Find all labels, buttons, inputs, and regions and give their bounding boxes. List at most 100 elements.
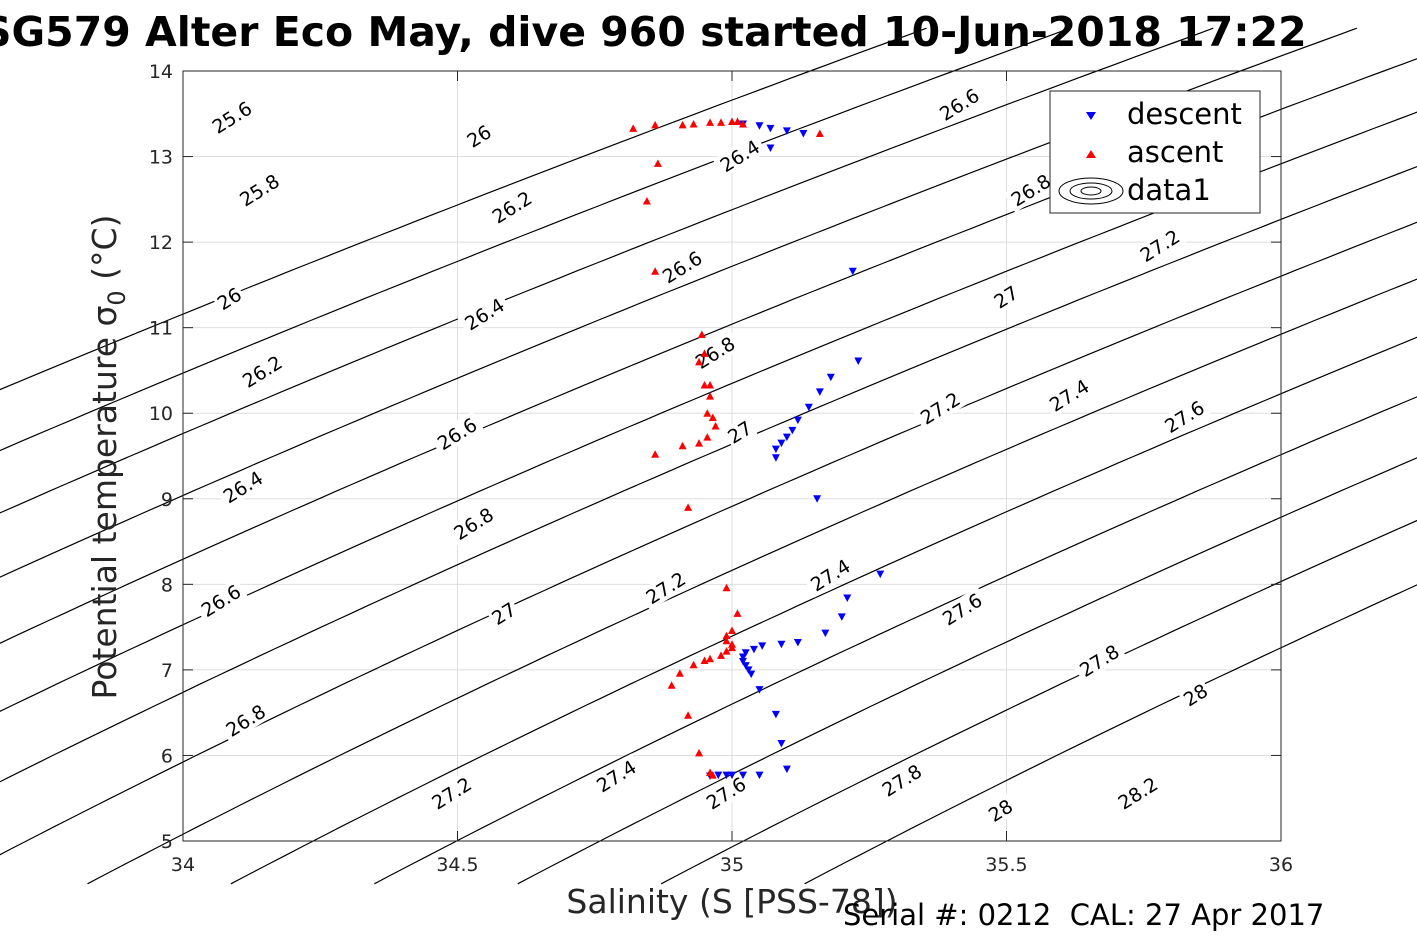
ascent-point: [728, 643, 736, 652]
ascent-point: [703, 433, 712, 441]
contour-label-bg: [982, 793, 1019, 827]
contour-label-bg: [211, 281, 247, 316]
ascent-point: [678, 120, 687, 129]
contour-label-group: 27.6: [935, 586, 990, 632]
descent-point: [722, 771, 731, 780]
ascent-point: [708, 771, 717, 779]
contour-label-bg: [204, 94, 259, 140]
contour-label-group: 27: [988, 280, 1024, 314]
contour-label-bg: [935, 586, 990, 632]
y-axis-label-unit: (°C): [85, 215, 124, 291]
contour-label: 26: [463, 121, 495, 152]
isopycnal-line: [0, 27, 1358, 578]
legend-data1-label: data1: [1127, 173, 1211, 207]
descent-point: [854, 357, 863, 366]
descent-point: [826, 373, 835, 382]
y-tick-label: 11: [149, 318, 173, 340]
contour-label-group: 26.4: [712, 133, 767, 179]
contour-label-bg: [638, 565, 693, 611]
contour-label: 28: [985, 795, 1017, 826]
ascent-point: [722, 636, 731, 645]
contour-label-bg: [461, 119, 497, 153]
contour-label-group: 26.8: [687, 329, 743, 376]
ascent-point: [678, 441, 687, 450]
y-tick-label: 9: [161, 489, 173, 511]
contour-label-group: 27.4: [803, 552, 858, 598]
ascent-point: [722, 583, 731, 592]
contour-label-bg: [988, 280, 1024, 314]
ascent-point: [695, 748, 704, 757]
ascent-point: [738, 120, 747, 128]
isopycnal-line: [0, 27, 1214, 514]
contour-label-bg: [721, 415, 758, 449]
ascent-point: [706, 392, 715, 400]
ascent-series: [629, 117, 824, 779]
ascent-point: [700, 380, 709, 389]
y-axis-label: Potential temperature σ0 (°C): [85, 215, 131, 700]
ascent-point: [711, 422, 720, 430]
contour-label-bg: [1157, 394, 1212, 440]
descent-point: [771, 710, 780, 719]
contour-label-bg: [913, 385, 968, 431]
descent-point: [821, 629, 830, 638]
x-tick-label: 35.5: [985, 854, 1027, 876]
descent-point: [837, 613, 846, 621]
descent-point: [758, 642, 767, 650]
descent-point: [738, 657, 747, 666]
y-tick-label: 6: [161, 745, 173, 767]
descent-point: [813, 495, 822, 503]
ascent-point: [706, 380, 715, 389]
contour-label-group: 26: [211, 281, 247, 316]
descent-point: [714, 771, 723, 780]
legend-ascent-marker: [1086, 150, 1096, 158]
chart-title: SG579 Alter Eco May, dive 960 started 10…: [0, 2, 1417, 62]
ascent-point: [651, 120, 660, 129]
descent-point: [777, 640, 786, 649]
contour-label-group: 27.8: [874, 757, 929, 803]
ascent-point: [703, 409, 712, 417]
contour-label-group: 25.6: [204, 94, 259, 140]
isopycnal-line: [804, 584, 1417, 885]
descent-point: [804, 403, 813, 412]
descent-point: [741, 649, 750, 657]
contour-label-bg: [803, 552, 858, 598]
contour-label-group: 26.6: [655, 244, 710, 290]
isopycnal-line: [0, 221, 1417, 856]
x-axis-ticks: 34 34.5 35 35.5 36: [171, 71, 1293, 876]
descent-point: [755, 771, 764, 780]
y-tick-label: 7: [161, 660, 173, 682]
descent-point: [777, 739, 786, 748]
ascent-point: [728, 626, 736, 635]
y-tick-label: 14: [149, 61, 173, 83]
ascent-point: [706, 654, 715, 663]
contour-label-bg: [485, 596, 522, 631]
descent-point: [741, 662, 750, 670]
contour-label-bg: [932, 81, 987, 127]
x-tick-label: 34.5: [436, 854, 478, 876]
contour-label-bg: [193, 577, 248, 624]
ascent-point: [675, 669, 684, 677]
ascent-point: [728, 117, 736, 125]
contour-label-group: 27: [721, 415, 758, 449]
isopycnal-line: [517, 457, 1417, 885]
contour-label-bg: [1177, 678, 1214, 712]
ascent-point: [708, 413, 717, 421]
ascent-point: [700, 349, 709, 357]
y-tick-label: 8: [161, 574, 173, 596]
y-axis-label-main: Potential temperature σ: [85, 306, 124, 700]
y-tick-label: 10: [149, 403, 173, 425]
contour-label-group: 25.8: [232, 167, 287, 213]
contour-label-bg: [1132, 222, 1187, 269]
isopycnal-line: [0, 111, 1417, 713]
legend-box: [1049, 90, 1261, 214]
descent-point: [728, 771, 736, 780]
contour-label-group: 27.2: [638, 565, 693, 611]
ascent-point: [653, 159, 662, 167]
contour-label-group: 27.8: [1072, 637, 1127, 684]
isopycnal-line: [374, 396, 1417, 885]
contour-label-group: 26.4: [457, 291, 512, 337]
contour-label-group: 27: [485, 596, 522, 631]
descent-series: [706, 120, 885, 780]
y-tick-label: 5: [161, 831, 173, 853]
isopycnal-line: [0, 27, 1071, 452]
